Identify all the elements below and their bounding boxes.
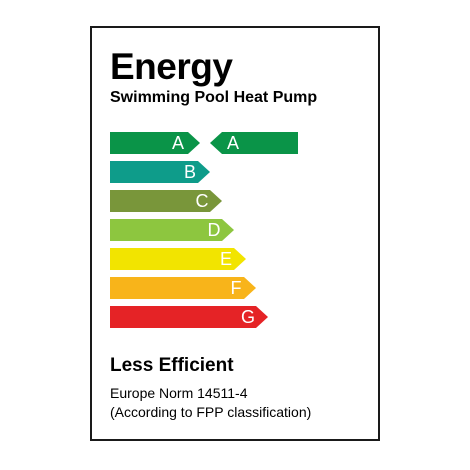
scale-bar-b-shape [110,161,210,183]
scale-bar-c-letter: C [195,191,209,211]
label-title: Energy [110,46,233,87]
scale-bar-b-letter: B [183,162,196,182]
scale-bar-d-shape [110,219,234,241]
footer-title: Less Efficient [110,355,234,376]
scale-bar-c-shape [110,190,222,212]
scale-bar-g-letter: G [240,307,255,327]
efficiency-scale: A B C D E [110,132,370,332]
label-subtitle: Swimming Pool Heat Pump [110,89,318,106]
energy-label: Energy Swimming Pool Heat Pump A B C D [90,26,380,441]
scale-bar-d-letter: D [207,220,221,240]
scale-bar-a-letter: A [171,133,184,153]
rating-indicator-arrow [210,132,298,154]
scale-bar-g-shape [110,306,268,328]
scale-bar-e-letter: E [219,249,232,269]
rating-indicator-letter: A [226,133,239,153]
scale-bar-a-shape [110,132,200,154]
norm-text: Europe Norm 14511-4 [110,385,248,401]
classification-text: (According to FPP classification) [110,404,312,420]
scale-bar-e-shape [110,248,246,270]
scale-bar-f-letter: F [230,278,242,298]
scale-bar-f-shape [110,277,256,299]
